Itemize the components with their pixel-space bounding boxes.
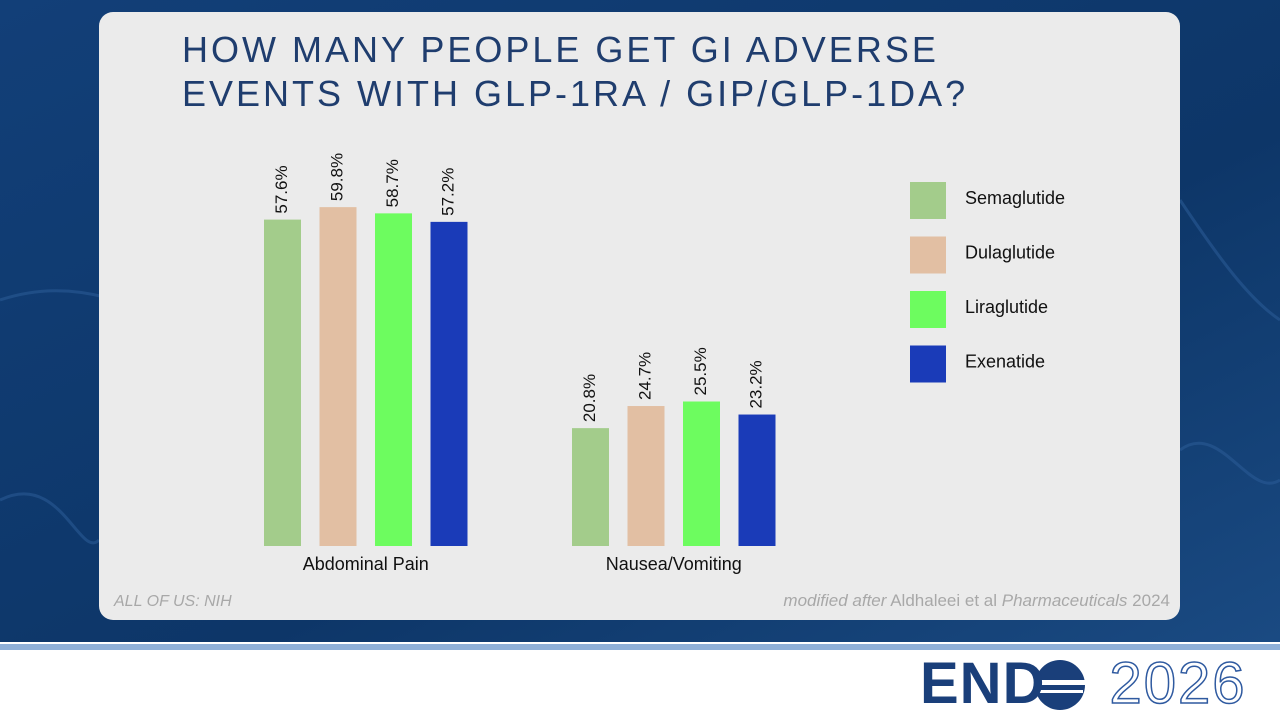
logo: END 2026: [920, 651, 1247, 716]
x-tick-label: Nausea/Vomiting: [606, 554, 742, 574]
value-label: 57.2%: [438, 168, 457, 216]
legend-swatch: [910, 236, 946, 274]
source-left: ALL OF US: NIH: [114, 593, 232, 610]
legend-swatch: [910, 182, 946, 219]
bar: [319, 207, 357, 546]
legend-label: Semaglutide: [965, 188, 1065, 208]
bar: [683, 401, 720, 546]
bar: [430, 221, 468, 546]
logo-right: 2026: [1109, 651, 1247, 716]
legend-swatch: [910, 345, 946, 383]
x-tick-label: Abdominal Pain: [303, 554, 429, 574]
legend-label: Dulaglutide: [965, 242, 1055, 262]
value-label: 25.5%: [691, 347, 710, 395]
logo-left: END: [920, 651, 1046, 716]
value-label: 58.7%: [383, 159, 402, 207]
logo-globe: [1035, 660, 1085, 710]
legend-label: Liraglutide: [965, 297, 1048, 317]
source-authors: Aldhaleei et al: [890, 591, 998, 610]
bar: [264, 219, 301, 546]
title: HOW MANY PEOPLE GET GI ADVERSE EVENTS WI…: [182, 29, 969, 114]
legend-swatch: [910, 291, 946, 328]
value-label: 59.8%: [327, 153, 346, 201]
bar: [738, 414, 776, 546]
value-label: 57.6%: [272, 165, 291, 213]
value-label: 20.8%: [580, 374, 599, 422]
source-year: 2024: [1132, 591, 1170, 610]
bar: [627, 406, 665, 546]
source-right: modified after Aldhaleei et al Pharmaceu…: [783, 591, 1170, 611]
bar: [375, 213, 412, 546]
value-label: 24.7%: [635, 352, 654, 400]
value-label: 23.2%: [746, 360, 765, 408]
legend-label: Exenatide: [965, 351, 1045, 371]
panel: [99, 12, 1180, 620]
source-prefix: modified after: [783, 591, 887, 610]
source-journal: Pharmaceuticals: [1001, 591, 1128, 610]
footer-stripe: [0, 644, 1280, 650]
bar: [572, 428, 609, 546]
